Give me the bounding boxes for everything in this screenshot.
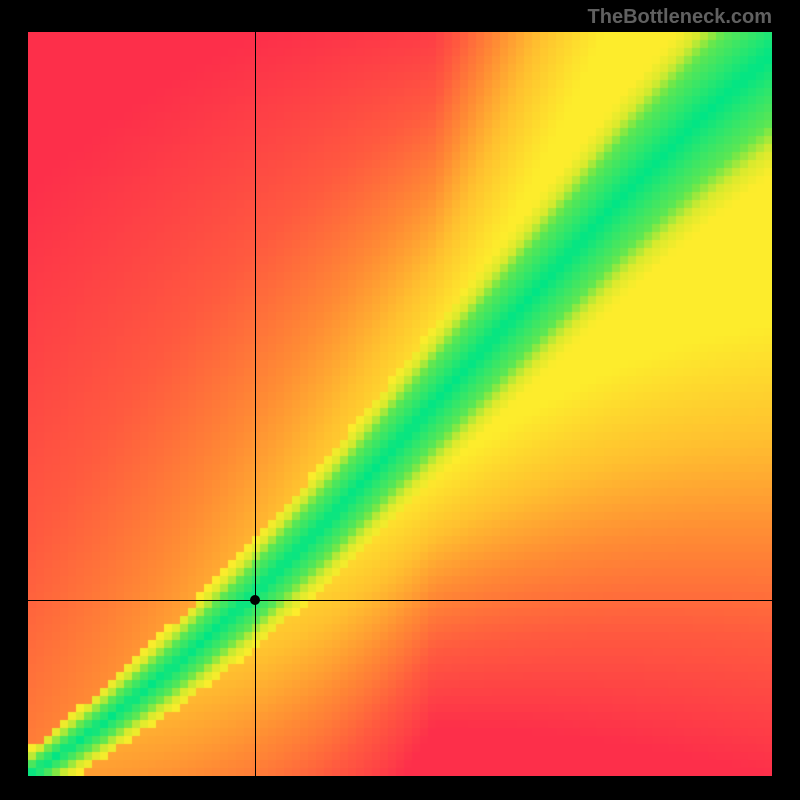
crosshair-vertical [255, 32, 256, 776]
crosshair-marker [250, 595, 260, 605]
watermark-text: TheBottleneck.com [588, 6, 772, 29]
crosshair-horizontal [28, 600, 772, 601]
heatmap-plot [28, 32, 772, 776]
heatmap-canvas [28, 32, 772, 776]
